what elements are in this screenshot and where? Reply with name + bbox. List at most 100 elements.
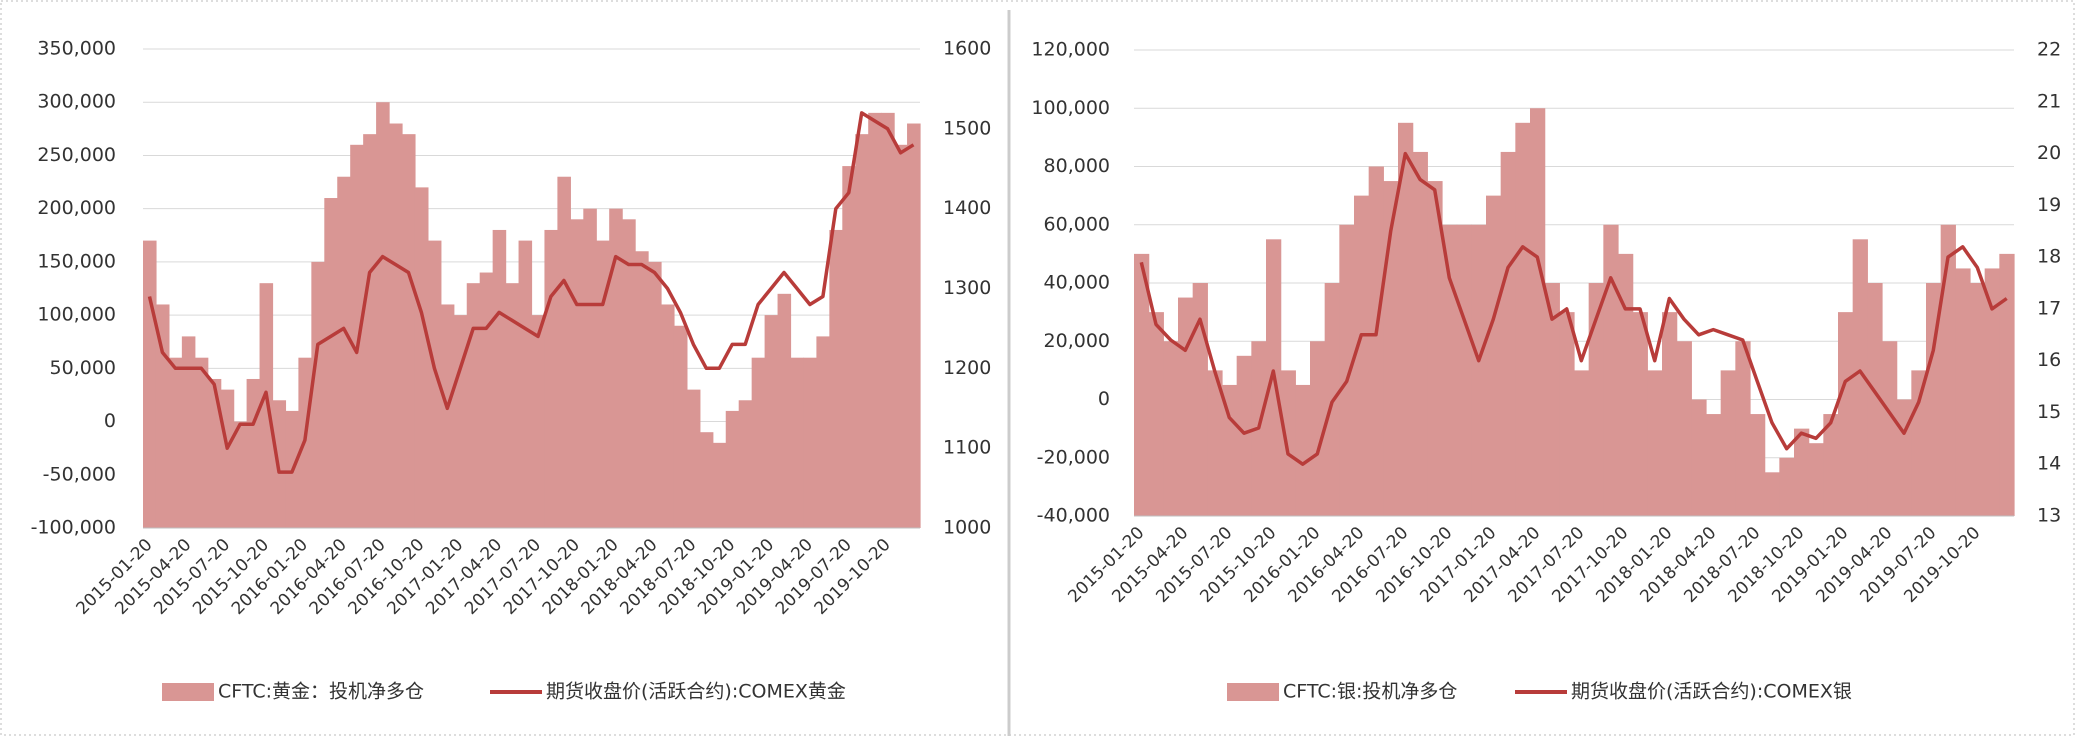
bar — [1779, 457, 1795, 516]
bar — [1940, 224, 1956, 516]
y2-tick-label: 20 — [2037, 142, 2061, 164]
y2-tick-label: 1600 — [943, 38, 991, 60]
bar — [207, 378, 222, 528]
bar — [505, 283, 520, 528]
price-line — [1139, 151, 2008, 466]
y-tick-label: -100,000 — [31, 517, 116, 539]
y-tick-label: 120,000 — [1031, 39, 1110, 61]
bar — [1926, 283, 1942, 516]
bar — [1867, 283, 1883, 516]
bar — [881, 112, 895, 528]
bar — [1999, 253, 2015, 516]
bar — [337, 176, 351, 528]
bar — [699, 432, 714, 528]
bar — [855, 134, 869, 528]
y2-tick-label: 1100 — [943, 437, 991, 459]
bar — [725, 410, 740, 528]
bar — [738, 400, 753, 528]
price-line — [147, 111, 915, 474]
bar — [609, 208, 623, 528]
bar — [544, 229, 558, 528]
bar — [1618, 253, 1634, 516]
y-tick-label: 150,000 — [37, 250, 116, 272]
bar — [1368, 166, 1384, 516]
y-tick-label: 100,000 — [1031, 97, 1110, 119]
bar — [1735, 341, 1751, 516]
bar — [1647, 370, 1663, 516]
bar — [389, 123, 403, 528]
bar — [531, 315, 546, 528]
bar — [1134, 253, 1150, 516]
bar — [1310, 341, 1326, 516]
bar — [1530, 108, 1546, 516]
bar — [233, 421, 248, 528]
bar — [402, 134, 416, 528]
bar — [686, 389, 701, 528]
bar — [466, 283, 481, 528]
bar — [1148, 312, 1164, 516]
bar — [1559, 312, 1575, 516]
bar — [751, 357, 766, 528]
bar — [790, 357, 805, 528]
bar — [661, 304, 675, 528]
bar — [1412, 151, 1428, 516]
bar — [907, 123, 921, 528]
bar — [1500, 151, 1516, 516]
y-tick-label: -40,000 — [1037, 505, 1110, 527]
y-tick-label: 250,000 — [37, 144, 116, 166]
bar — [1295, 384, 1311, 516]
bar — [492, 229, 507, 528]
bar — [1163, 341, 1179, 516]
bar — [1955, 268, 1971, 516]
bar — [168, 357, 183, 528]
bar — [1486, 195, 1502, 516]
y2-tick-label: 1200 — [943, 357, 991, 379]
y-tick-label: 100,000 — [37, 304, 116, 326]
bar — [570, 219, 584, 529]
bar — [803, 357, 817, 528]
bar — [194, 357, 209, 528]
bar — [712, 442, 727, 528]
bar — [453, 315, 468, 528]
bar — [363, 134, 377, 528]
bar — [350, 144, 364, 529]
bar — [311, 261, 325, 528]
bar — [1236, 355, 1252, 516]
bar — [1280, 370, 1296, 516]
bar — [1896, 399, 1912, 516]
bar — [1544, 283, 1560, 516]
bar — [868, 112, 882, 528]
bar — [829, 229, 843, 528]
bar — [427, 240, 442, 528]
y-tick-label: 80,000 — [1044, 155, 1110, 177]
y-tick-label: 300,000 — [37, 91, 116, 113]
bar — [1603, 224, 1619, 516]
bar — [596, 240, 610, 528]
bar — [1794, 428, 1810, 516]
y2-tick-label: 16 — [2037, 349, 2061, 371]
bar — [181, 336, 196, 528]
y2-tick-label: 14 — [2037, 453, 2061, 475]
bar — [1764, 472, 1780, 516]
bar — [1427, 181, 1443, 516]
bar — [1823, 414, 1839, 516]
bar — [220, 389, 235, 528]
bar — [894, 144, 908, 529]
bar — [557, 176, 571, 528]
bar — [583, 208, 597, 528]
y2-tick-label: 1000 — [943, 517, 991, 539]
bar — [1662, 312, 1678, 516]
bar — [414, 187, 429, 528]
bar — [259, 283, 274, 528]
bar — [246, 378, 261, 528]
y2-tick-label: 15 — [2037, 401, 2061, 423]
bar — [1676, 341, 1692, 516]
y2-tick-label: 1500 — [943, 117, 991, 139]
bar — [1984, 268, 2000, 516]
y-tick-label: 200,000 — [37, 197, 116, 219]
bar — [1398, 122, 1414, 516]
bar — [1852, 239, 1868, 516]
bar — [1456, 224, 1472, 516]
bar — [1970, 283, 1986, 516]
bar — [1808, 443, 1824, 516]
